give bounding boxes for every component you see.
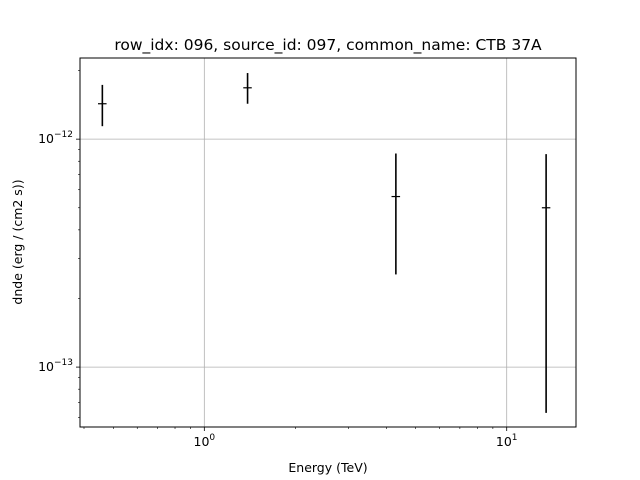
data-point xyxy=(97,84,107,127)
minor-ticks xyxy=(78,70,494,429)
x-tick-label: 101 xyxy=(496,433,518,449)
x-axis-label: Energy (TeV) xyxy=(288,460,367,475)
data-points xyxy=(97,73,551,413)
chart-title: row_idx: 096, source_id: 097, common_nam… xyxy=(114,36,542,55)
y-axis-ticks: 10−13 10−12 xyxy=(38,130,80,374)
data-point xyxy=(541,154,551,413)
y-axis-label: dnde (erg / (cm2 s)) xyxy=(10,179,25,304)
data-point xyxy=(243,73,252,104)
x-tick-label: 100 xyxy=(194,433,216,449)
x-axis-ticks: 100 101 xyxy=(194,427,518,449)
data-point xyxy=(391,153,401,275)
y-tick-label: 10−12 xyxy=(38,130,73,146)
y-tick-label: 10−13 xyxy=(38,358,73,374)
plot-frame xyxy=(79,57,577,428)
grid xyxy=(80,58,576,427)
